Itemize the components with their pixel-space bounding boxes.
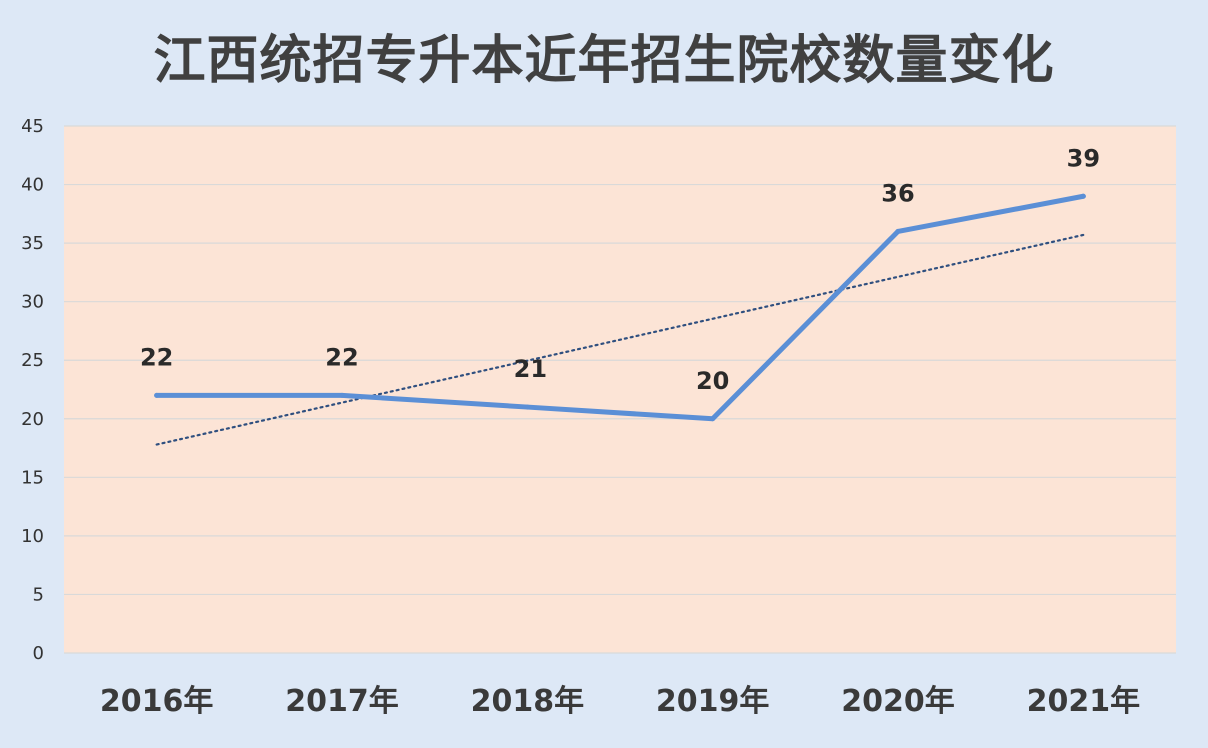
data-labels: 22 22 21 20 36 39 [140, 144, 1100, 395]
data-point [710, 416, 716, 422]
trendline [155, 233, 1085, 446]
data-label: 36 [881, 179, 914, 207]
y-tick-label-30: 30 [21, 292, 44, 313]
y-tick-label-45: 45 [21, 116, 44, 137]
data-label: 22 [325, 343, 358, 371]
x-tick-label: 2017年 [285, 684, 399, 719]
trendline-group [155, 233, 1085, 446]
y-tick-label-20: 20 [21, 409, 44, 430]
series-line [154, 193, 1086, 422]
data-label: 20 [696, 367, 729, 395]
y-tick-label-15: 15 [21, 467, 44, 488]
series-group [154, 193, 1086, 422]
chart-title: 江西统招专升本近年招生院校数量变化 [153, 31, 1055, 91]
y-tick-label-35: 35 [21, 233, 44, 254]
data-point [1080, 193, 1086, 199]
x-tick-label: 2016年 [100, 684, 214, 719]
data-point [524, 404, 530, 410]
x-tick-label: 2019年 [656, 684, 770, 719]
data-point [339, 392, 345, 398]
data-point [154, 392, 160, 398]
data-label: 39 [1067, 144, 1100, 172]
gridlines [64, 125, 1176, 654]
y-tick-label-0: 0 [33, 643, 44, 664]
data-point [895, 228, 901, 234]
x-tick-label: 2020年 [841, 684, 955, 719]
data-label: 22 [140, 343, 173, 371]
x-tick-label: 2018年 [471, 684, 585, 719]
x-tick-label: 2021年 [1027, 684, 1141, 719]
y-tick-label-40: 40 [21, 175, 44, 196]
plot-area [64, 126, 1176, 653]
y-tick-label-25: 25 [21, 350, 44, 371]
y-tick-label-5: 5 [33, 584, 44, 605]
data-label: 21 [514, 355, 547, 383]
y-axis-ticks: 0 5 10 15 20 25 30 35 40 45 [21, 116, 44, 664]
x-axis-ticks: 2016年 2017年 2018年 2019年 2020年 2021年 [100, 684, 1140, 719]
y-tick-label-10: 10 [21, 526, 44, 547]
